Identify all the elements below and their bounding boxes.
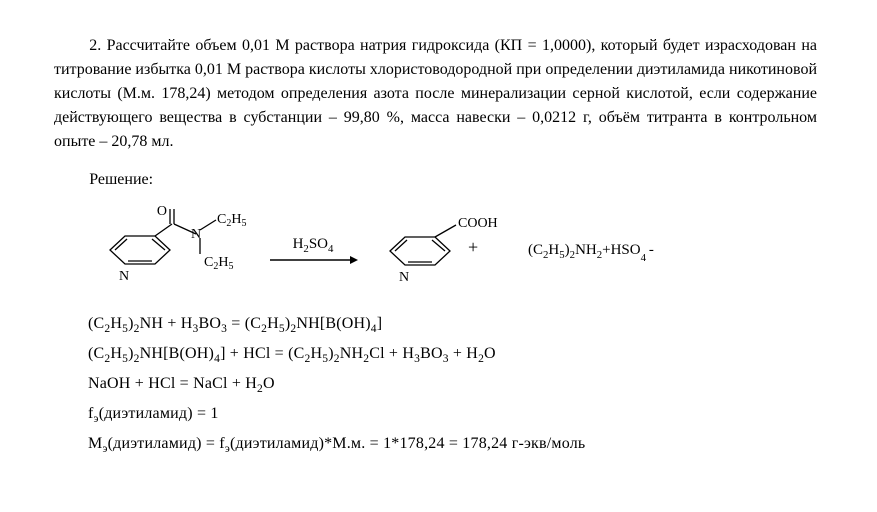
problem-statement: 2. Рассчитайте объем 0,01 М раствора нат… — [54, 34, 817, 154]
problem-number: 2. — [89, 37, 101, 54]
solution-label: Решение: — [54, 168, 817, 192]
ring-n-atom-2: N — [399, 270, 409, 285]
ring-n-atom: N — [119, 269, 129, 284]
reagent-over-arrow: H2SO4 — [293, 233, 334, 256]
amide-sub2: C2H5 — [204, 255, 233, 272]
equation-4: fэ(диэтиламид) = 1 — [88, 402, 817, 426]
amide-n: N — [191, 227, 201, 242]
product-structure: N COOH + — [368, 211, 518, 289]
diethylammonium-hydrogensulfate: (C2H5)2NH2+HSO4- — [528, 239, 654, 262]
amide-sub1: C2H5 — [217, 212, 246, 229]
cooh-label: COOH — [458, 216, 498, 231]
reactant-structure: N O N C2H5 C2H5 — [88, 206, 258, 294]
equation-3: NaOH + HCl = NaCl + H2O — [88, 372, 817, 396]
equation-5: Mэ(диэтиламид) = fэ(диэтиламид)*М.м. = 1… — [88, 432, 817, 456]
reaction-arrow: H2SO4 — [268, 233, 358, 268]
equation-2: (C2H5)2NH[B(OH)4] + HCl = (C2H5)2NH2Cl +… — [88, 342, 817, 366]
equation-1: (C2H5)2NH + H3BO3 = (C2H5)2NH[B(OH)4] — [88, 312, 817, 336]
reaction-scheme: N O N C2H5 C2H5 H2SO4 — [88, 206, 817, 294]
plus-sign: + — [468, 237, 478, 257]
problem-text: Рассчитайте объем 0,01 М раствора натрия… — [54, 37, 817, 150]
amide-o: O — [157, 206, 167, 219]
